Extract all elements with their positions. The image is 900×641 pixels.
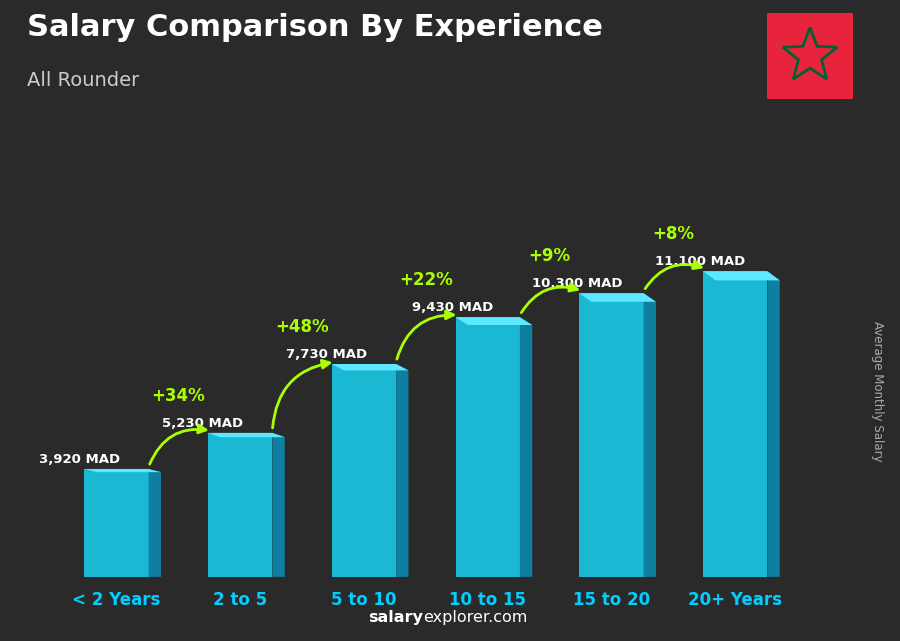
Polygon shape (85, 469, 161, 472)
Polygon shape (148, 469, 161, 577)
Text: +8%: +8% (652, 226, 694, 244)
Text: +34%: +34% (151, 387, 205, 405)
Bar (332, 364, 396, 577)
Text: Average Monthly Salary: Average Monthly Salary (871, 320, 884, 462)
Text: +22%: +22% (399, 271, 453, 289)
Text: +48%: +48% (275, 318, 328, 336)
Text: 7,730 MAD: 7,730 MAD (286, 347, 367, 361)
Polygon shape (644, 293, 656, 577)
Bar (580, 293, 644, 577)
Polygon shape (208, 433, 284, 437)
Polygon shape (580, 293, 656, 302)
Text: salary: salary (368, 610, 423, 625)
Text: Salary Comparison By Experience: Salary Comparison By Experience (27, 13, 603, 42)
Polygon shape (520, 317, 532, 577)
Bar (85, 469, 148, 577)
Polygon shape (273, 433, 284, 577)
Bar (703, 271, 768, 577)
Text: 5,230 MAD: 5,230 MAD (163, 417, 244, 429)
Text: +9%: +9% (528, 247, 571, 265)
Polygon shape (396, 364, 409, 577)
Polygon shape (703, 271, 779, 280)
Text: 3,920 MAD: 3,920 MAD (39, 453, 120, 465)
Text: 9,430 MAD: 9,430 MAD (412, 301, 494, 314)
Bar (455, 317, 520, 577)
Text: explorer.com: explorer.com (423, 610, 527, 625)
Polygon shape (332, 364, 409, 370)
Polygon shape (455, 317, 532, 325)
Text: 11,100 MAD: 11,100 MAD (655, 255, 746, 268)
Polygon shape (768, 271, 779, 577)
Text: All Rounder: All Rounder (27, 71, 140, 90)
Text: 10,300 MAD: 10,300 MAD (532, 277, 622, 290)
Bar (208, 433, 273, 577)
